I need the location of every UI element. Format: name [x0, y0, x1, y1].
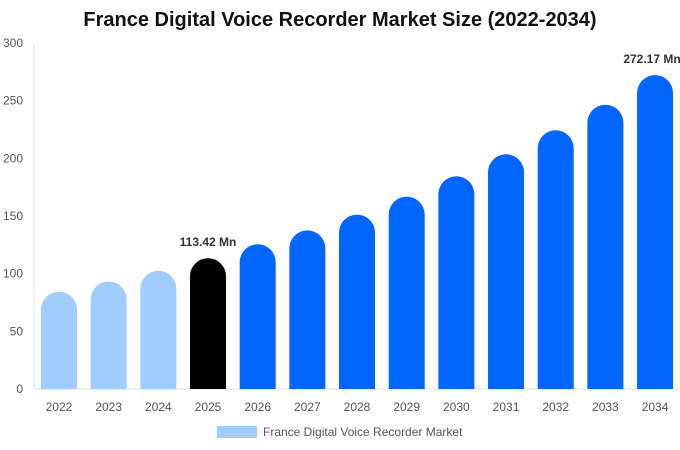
legend-label: France Digital Voice Recorder Market: [263, 425, 463, 439]
bar-2022: [41, 291, 77, 389]
x-tick-label: 2029: [393, 400, 420, 414]
x-tick-label: 2034: [642, 400, 669, 414]
x-tick-label: 2033: [592, 400, 619, 414]
x-tick-label: 2025: [195, 400, 222, 414]
bar-2028: [339, 214, 376, 389]
bar-2029: [388, 196, 425, 389]
bar-2034: [637, 75, 674, 390]
bar-2026: [239, 244, 276, 389]
x-tick-label: 2032: [542, 400, 569, 414]
x-tick-label: 2028: [344, 400, 371, 414]
y-tick-label: 300: [3, 36, 23, 50]
chart-title: France Digital Voice Recorder Market Siz…: [83, 9, 597, 31]
data-label: 113.42 Mn: [180, 235, 237, 249]
bar-2024: [140, 270, 177, 389]
y-tick-label: 200: [3, 151, 23, 165]
x-tick-label: 2030: [443, 400, 470, 414]
x-tick-label: 2027: [294, 400, 321, 414]
x-tick-label: 2031: [493, 400, 520, 414]
y-tick-label: 0: [16, 382, 23, 396]
x-tick-label: 2022: [46, 400, 73, 414]
y-tick-label: 250: [3, 94, 23, 108]
y-tick-label: 100: [3, 267, 23, 281]
bar-2031: [488, 154, 525, 389]
data-label: 272.17 Mn: [623, 52, 680, 66]
x-tick-label: 2024: [145, 400, 172, 414]
bar-2033: [587, 104, 624, 389]
legend: France Digital Voice Recorder Market: [217, 425, 462, 439]
bar-2027: [289, 230, 326, 389]
bar-2030: [438, 176, 475, 389]
bar-2023: [90, 281, 127, 389]
bar-2025: [190, 258, 227, 389]
y-tick-label: 150: [3, 209, 23, 223]
x-tick-label: 2023: [95, 400, 122, 414]
y-tick-label: 50: [10, 324, 24, 338]
legend-swatch: [217, 426, 257, 438]
x-tick-label: 2026: [244, 400, 271, 414]
bar-2032: [537, 130, 574, 390]
